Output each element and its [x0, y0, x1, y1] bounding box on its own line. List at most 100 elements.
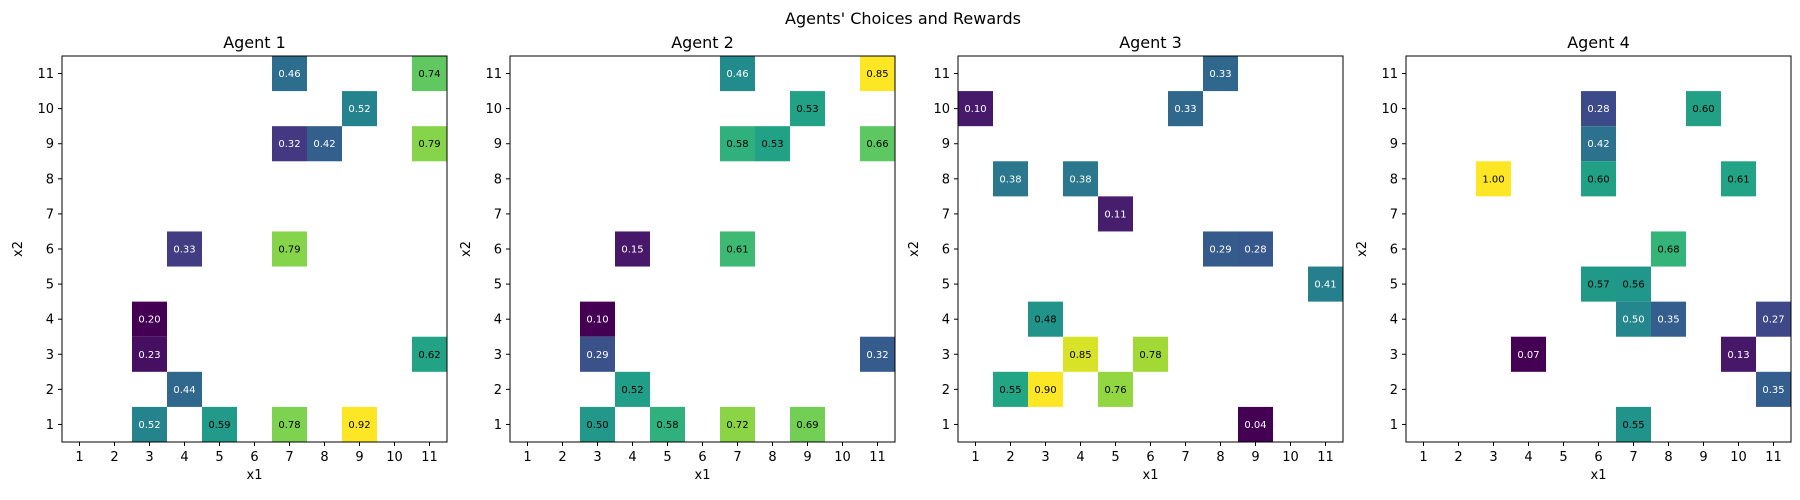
plot-frame	[61, 55, 448, 443]
y-tick-label: 3	[494, 348, 502, 363]
cell-value-label: 0.48	[1034, 315, 1056, 326]
y-tick-label: 8	[942, 172, 950, 187]
heatmap-cell	[860, 126, 895, 162]
x-tick-label: 6	[1146, 450, 1154, 465]
heatmap-cell	[1616, 266, 1651, 302]
heatmap-cell	[342, 406, 377, 442]
x-tick-label: 4	[1524, 450, 1532, 465]
cell-value-label: 0.04	[1244, 420, 1266, 431]
heatmap-cell	[993, 371, 1028, 407]
heatmap-cell	[755, 126, 790, 162]
x-tick-label: 8	[320, 450, 328, 465]
cell-value-label: 0.35	[1762, 385, 1784, 396]
x-tick-label: 11	[1317, 450, 1334, 465]
y-tick-label: 1	[46, 418, 54, 433]
heatmap-cell	[790, 91, 825, 127]
cell-value-label: 0.60	[1692, 104, 1714, 115]
heatmap-cell	[1028, 301, 1063, 337]
y-tick-label: 4	[494, 313, 502, 328]
x-tick-label: 10	[1282, 450, 1299, 465]
cell-value-label: 0.62	[418, 350, 440, 361]
heatmap-cell	[1581, 91, 1616, 127]
x-tick-label: 10	[1730, 450, 1747, 465]
heatmap-cell	[1581, 126, 1616, 162]
heatmap-cell	[1721, 336, 1756, 372]
cell-value-label: 0.55	[1622, 420, 1644, 431]
heatmap-cell	[272, 231, 307, 267]
cell-value-label: 0.92	[348, 420, 370, 431]
x-tick-label: 5	[1111, 450, 1119, 465]
cell-value-label: 0.90	[1034, 385, 1056, 396]
y-tick-label: 1	[942, 418, 950, 433]
y-tick-label: 3	[1390, 348, 1398, 363]
heatmap-cell	[412, 126, 447, 162]
cell-value-label: 0.11	[1104, 209, 1126, 220]
heatmap-cell	[1616, 301, 1651, 337]
cell-value-label: 0.55	[999, 385, 1021, 396]
cell-value-label: 0.28	[1244, 245, 1266, 256]
y-tick-label: 10	[485, 102, 502, 117]
x-axis-label: x1	[247, 468, 263, 483]
y-tick-label: 3	[46, 348, 54, 363]
heatmap-cell	[272, 406, 307, 442]
x-tick-label: 11	[1765, 450, 1782, 465]
x-axis-label: x1	[1591, 468, 1607, 483]
cell-value-label: 0.50	[586, 420, 608, 431]
y-tick-label: 7	[942, 207, 950, 222]
cell-value-label: 0.50	[1622, 315, 1644, 326]
y-tick-label: 4	[46, 313, 54, 328]
heatmap-cell	[1098, 196, 1133, 232]
y-tick-label: 4	[942, 313, 950, 328]
cell-value-label: 0.46	[278, 69, 300, 80]
agent-panel-2: 0.46 0.85 0.53 0.58 0.53 0.66 0.15 0.61 0.10 0.29…	[459, 33, 896, 483]
x-tick-label: 9	[355, 450, 363, 465]
cell-value-label: 0.85	[1069, 350, 1091, 361]
heatmap-cell	[1686, 91, 1721, 127]
cell-value-label: 0.61	[1727, 174, 1749, 185]
y-tick-label: 7	[494, 207, 502, 222]
cell-value-label: 0.46	[726, 69, 748, 80]
cell-value-label: 0.74	[418, 69, 440, 80]
x-tick-label: 6	[250, 450, 258, 465]
x-tick-label: 3	[145, 450, 153, 465]
x-tick-label: 5	[215, 450, 223, 465]
y-tick-label: 7	[46, 207, 54, 222]
heatmap-cell	[1238, 231, 1273, 267]
heatmap-cell	[132, 301, 167, 337]
cell-value-label: 0.33	[173, 245, 195, 256]
y-axis-label: x2	[907, 241, 922, 257]
x-tick-label: 10	[386, 450, 403, 465]
x-tick-label: 4	[180, 450, 188, 465]
cell-value-label: 0.13	[1727, 350, 1749, 361]
cell-value-label: 0.32	[278, 139, 300, 150]
y-tick-label: 6	[494, 243, 502, 258]
cell-value-label: 0.78	[1139, 350, 1161, 361]
cell-value-label: 0.72	[726, 420, 748, 431]
y-tick-label: 5	[46, 278, 54, 293]
x-tick-label: 1	[75, 450, 83, 465]
heatmap-cell	[272, 126, 307, 162]
x-tick-label: 6	[1594, 450, 1602, 465]
heatmap-cell	[167, 231, 202, 267]
x-tick-label: 9	[803, 450, 811, 465]
x-tick-label: 3	[1041, 450, 1049, 465]
heatmap-cell	[167, 371, 202, 407]
x-tick-label: 2	[1454, 450, 1462, 465]
cell-value-label: 0.42	[313, 139, 335, 150]
figure-title: Agents' Choices and Rewards	[785, 9, 1021, 28]
cell-value-label: 0.35	[1657, 315, 1679, 326]
agent-panel-1: 0.46 0.74 0.52 0.32 0.42 0.79 0.33 0.79 0.20 0.23…	[11, 33, 448, 483]
x-tick-label: 3	[1489, 450, 1497, 465]
heatmap-cell	[650, 406, 685, 442]
cell-value-label: 0.61	[726, 245, 748, 256]
cell-value-label: 0.52	[138, 420, 160, 431]
heatmap-cell	[1098, 371, 1133, 407]
cell-value-label: 0.79	[278, 245, 300, 256]
x-tick-label: 6	[698, 450, 706, 465]
cell-value-label: 0.20	[138, 315, 160, 326]
y-tick-label: 4	[1390, 313, 1398, 328]
cell-value-label: 0.28	[1587, 104, 1609, 115]
x-tick-label: 2	[1006, 450, 1014, 465]
x-tick-label: 5	[663, 450, 671, 465]
y-tick-label: 9	[46, 137, 54, 152]
